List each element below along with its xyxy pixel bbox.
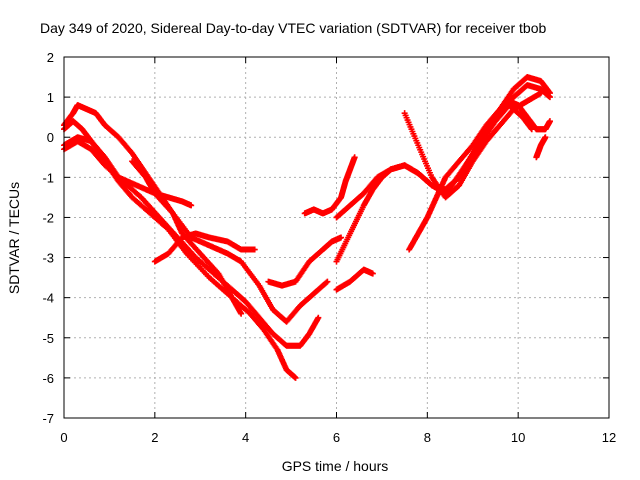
- plot-frame: [63, 56, 610, 419]
- y-tick-label: -1: [42, 170, 54, 185]
- series-arc-14: [506, 98, 553, 133]
- data-point: [338, 234, 345, 241]
- x-axis-label: GPS time / hours: [282, 458, 389, 474]
- x-tick-label: 6: [333, 430, 340, 445]
- series-arc-15: [533, 134, 549, 161]
- x-tick-label: 2: [151, 430, 158, 445]
- x-tick-label: 8: [424, 430, 431, 445]
- data-point: [238, 310, 245, 317]
- y-tick-label: 0: [47, 130, 54, 145]
- x-tick-label: 4: [242, 430, 249, 445]
- series-arc-5: [129, 158, 195, 209]
- x-tick-label: 10: [511, 430, 525, 445]
- chart-title: Day 349 of 2020, Sidereal Day-to-day VTE…: [40, 20, 547, 36]
- y-tick-label: -3: [42, 251, 54, 266]
- y-tick-label: -5: [42, 331, 54, 346]
- data-point: [542, 134, 549, 141]
- y-tick-label: 2: [47, 50, 54, 65]
- series-arc-7: [265, 234, 345, 289]
- data-point: [369, 270, 376, 277]
- y-tick-label: -4: [42, 291, 54, 306]
- data-points-layer: [61, 74, 553, 381]
- series-arc-10: [333, 102, 535, 265]
- data-point: [351, 154, 358, 161]
- data-point: [188, 202, 195, 209]
- data-point: [546, 90, 553, 97]
- series-arc-11: [333, 266, 376, 293]
- y-tick-label: -6: [42, 371, 54, 386]
- data-point: [546, 118, 553, 125]
- data-point: [251, 246, 258, 253]
- series-arc-13: [406, 74, 553, 253]
- series-arc-3: [61, 138, 322, 349]
- data-point: [324, 278, 331, 285]
- y-tick-label: -2: [42, 210, 54, 225]
- data-point: [315, 314, 322, 321]
- data-point: [292, 374, 299, 381]
- x-tick-label: 0: [60, 430, 67, 445]
- data-point: [537, 90, 544, 97]
- y-tick-label: 1: [47, 90, 54, 105]
- y-axis-label: SDTVAR / TECUs: [6, 182, 22, 294]
- x-tick-label: 12: [602, 430, 616, 445]
- y-tick-label: -7: [42, 411, 54, 426]
- data-point: [323, 279, 330, 286]
- series-arc-8: [301, 154, 358, 217]
- series-arc-6: [151, 230, 258, 265]
